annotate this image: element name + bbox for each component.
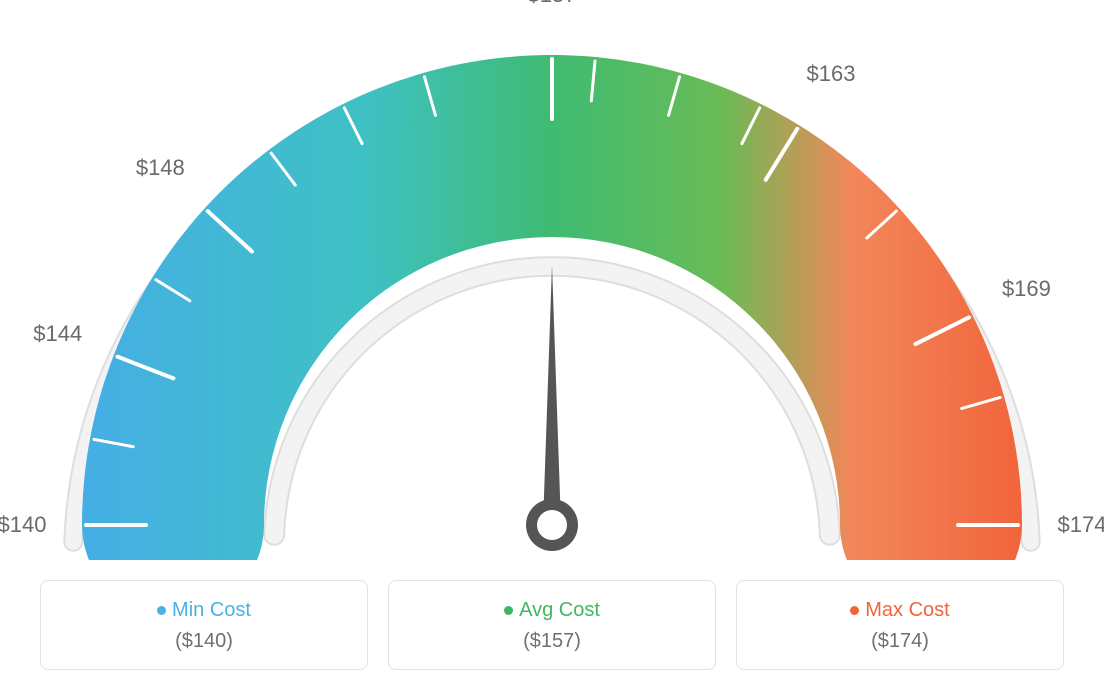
legend-card-min: Min Cost ($140): [40, 580, 368, 670]
gauge-tick-label: $144: [33, 321, 82, 347]
legend-max-dot: [850, 606, 859, 615]
gauge-tick-label: $157: [528, 0, 577, 8]
legend-card-max: Max Cost ($174): [736, 580, 1064, 670]
legend-min-label: Min Cost: [172, 599, 251, 621]
legend-max-title: Max Cost: [747, 599, 1053, 622]
legend-avg-title: Avg Cost: [399, 599, 705, 622]
legend-avg-dot: [504, 606, 513, 615]
legend-min-value: ($140): [51, 630, 357, 653]
gauge-tick-label: $174: [1058, 512, 1104, 538]
gauge-chart: $140 $144 $148 $157 $163 $169 $174: [0, 0, 1104, 560]
gauge-tick-label: $140: [0, 512, 46, 538]
legend-max-value: ($174): [747, 630, 1053, 653]
legend-max-label: Max Cost: [865, 599, 949, 621]
gauge-tick-label: $163: [807, 61, 856, 87]
legend-min-dot: [157, 606, 166, 615]
gauge-svg: [0, 0, 1104, 560]
legend-avg-value: ($157): [399, 630, 705, 653]
gauge-tick-label: $169: [1002, 276, 1051, 302]
legend-card-avg: Avg Cost ($157): [388, 580, 716, 670]
legend-avg-label: Avg Cost: [519, 599, 600, 621]
legend-row: Min Cost ($140) Avg Cost ($157) Max Cost…: [0, 580, 1104, 670]
gauge-tick-label: $148: [136, 155, 185, 181]
legend-min-title: Min Cost: [51, 599, 357, 622]
